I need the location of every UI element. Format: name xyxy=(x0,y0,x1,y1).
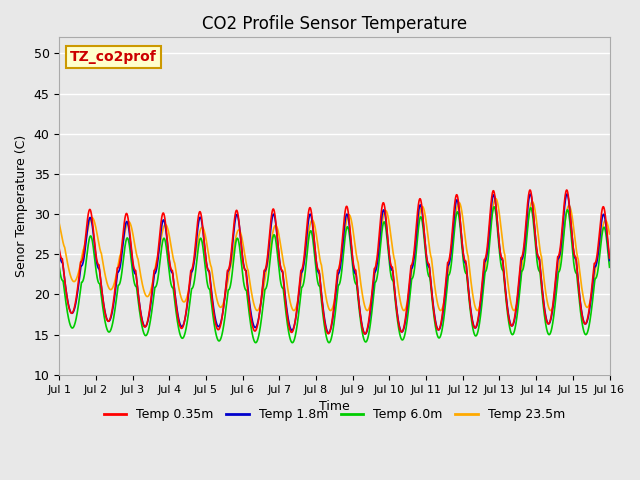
Temp 1.8m xyxy=(563,191,571,197)
Title: CO2 Profile Sensor Temperature: CO2 Profile Sensor Temperature xyxy=(202,15,467,33)
Temp 0.35m xyxy=(473,321,481,326)
Temp 6.0m xyxy=(576,301,584,307)
Temp 23.5m xyxy=(605,231,613,237)
Temp 6.0m xyxy=(56,264,63,270)
Temp 0.35m xyxy=(458,234,465,240)
Temp 23.5m xyxy=(316,255,323,261)
Temp 23.5m xyxy=(56,221,63,227)
Temp 6.0m xyxy=(490,204,498,210)
Temp 0.35m xyxy=(563,187,570,193)
Temp 23.5m xyxy=(473,308,481,313)
Line: Temp 6.0m: Temp 6.0m xyxy=(60,207,609,343)
Text: TZ_co2prof: TZ_co2prof xyxy=(70,50,157,64)
Temp 6.0m xyxy=(605,264,613,270)
Temp 0.35m xyxy=(576,295,584,301)
Temp 23.5m xyxy=(576,269,584,275)
Temp 0.35m xyxy=(605,255,613,261)
Temp 1.8m xyxy=(473,322,481,328)
Temp 1.8m xyxy=(56,249,63,255)
Temp 6.0m xyxy=(473,332,481,337)
Temp 6.0m xyxy=(316,283,324,289)
Temp 23.5m xyxy=(243,261,250,266)
Temp 1.8m xyxy=(243,269,250,275)
Temp 23.5m xyxy=(547,308,554,313)
Line: Temp 23.5m: Temp 23.5m xyxy=(60,198,609,311)
Temp 6.0m xyxy=(243,288,250,293)
Temp 6.0m xyxy=(252,340,260,346)
Line: Temp 1.8m: Temp 1.8m xyxy=(60,194,609,334)
Legend: Temp 0.35m, Temp 1.8m, Temp 6.0m, Temp 23.5m: Temp 0.35m, Temp 1.8m, Temp 6.0m, Temp 2… xyxy=(99,403,570,426)
Temp 23.5m xyxy=(492,195,500,201)
Temp 6.0m xyxy=(582,331,590,337)
Temp 1.8m xyxy=(316,273,323,279)
Temp 23.5m xyxy=(458,206,465,212)
Temp 0.35m xyxy=(361,331,369,337)
Temp 1.8m xyxy=(362,331,369,337)
Temp 1.8m xyxy=(576,293,584,299)
Temp 1.8m xyxy=(582,320,590,326)
Temp 6.0m xyxy=(458,239,465,245)
Temp 0.35m xyxy=(56,246,63,252)
Temp 1.8m xyxy=(458,234,465,240)
Line: Temp 0.35m: Temp 0.35m xyxy=(60,190,609,334)
X-axis label: Time: Time xyxy=(319,400,350,413)
Temp 0.35m xyxy=(316,274,323,279)
Temp 23.5m xyxy=(582,304,590,310)
Temp 1.8m xyxy=(605,258,613,264)
Y-axis label: Senor Temperature (C): Senor Temperature (C) xyxy=(15,135,28,277)
Temp 0.35m xyxy=(243,273,250,278)
Temp 0.35m xyxy=(582,319,590,325)
